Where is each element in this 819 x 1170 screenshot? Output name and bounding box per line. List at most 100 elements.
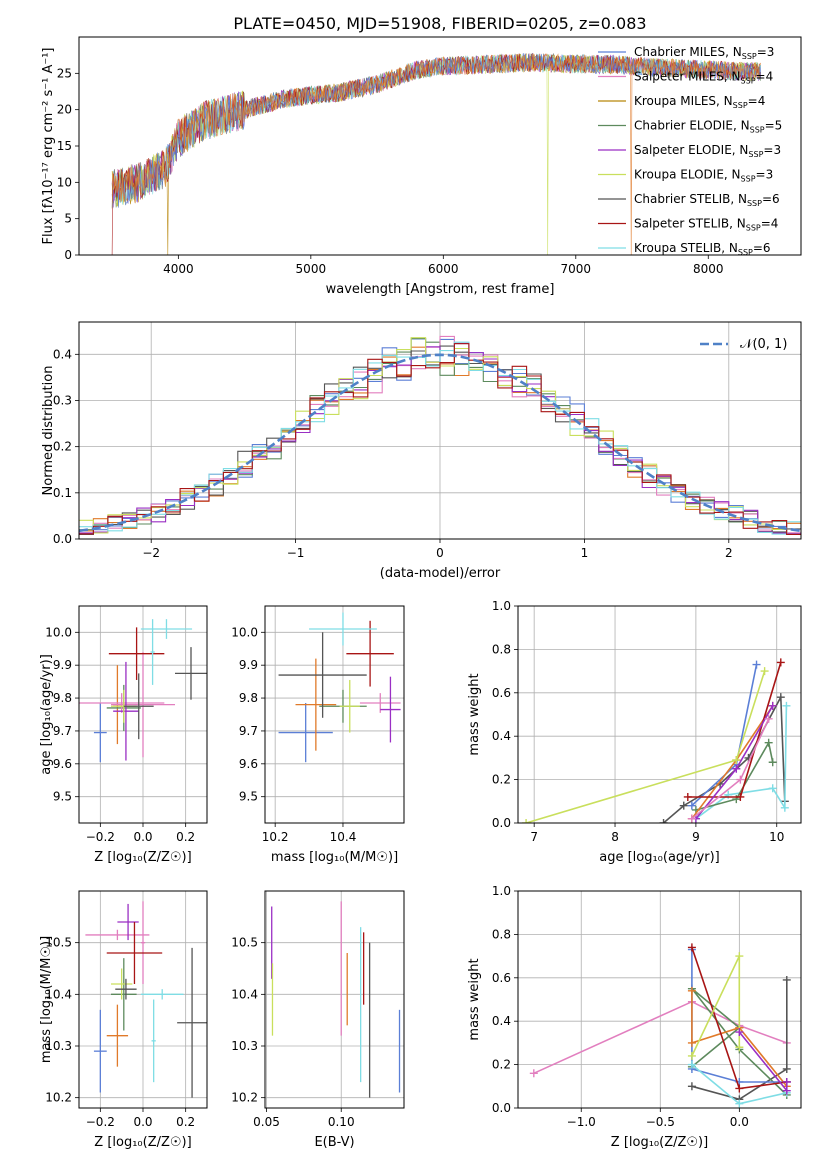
legend: 𝒩(0, 1) xyxy=(700,337,787,352)
legend-label: Kroupa ELODIE, N xyxy=(634,168,741,182)
legend-value: =4 xyxy=(748,94,766,108)
weight-marker xyxy=(735,1028,744,1037)
x-axis-label: (data-model)/error xyxy=(380,566,501,581)
y-tick-label: 10.0 xyxy=(45,625,72,639)
x-axis-label: Z [log₁₀(Z/Z☉)] xyxy=(611,1135,708,1150)
mass-vs-extinction-panel: 0.05 0.10 10.2 10.3 10.4 10.5 E(B-V) xyxy=(231,890,405,1150)
y-tick-label: 0.2 xyxy=(53,440,72,454)
y-tick-label: 0.4 xyxy=(53,347,72,361)
errorbar-point xyxy=(111,968,133,1000)
y-tick-label: 9.8 xyxy=(239,691,258,705)
x-tick-label: 0.0 xyxy=(133,830,152,844)
weight-marker xyxy=(768,758,777,767)
spectrum-series xyxy=(111,53,761,255)
weight-marker xyxy=(736,792,745,801)
y-tick-label: 0.6 xyxy=(492,971,511,985)
weight-marker xyxy=(687,1038,696,1047)
axes-frame xyxy=(78,605,208,824)
axes-frame xyxy=(517,890,802,1109)
mass-vs-metallicity-panel: −0.2 0.0 0.2 10.2 10.3 10.4 10.5 Z [log₁₀(Z/Z☉)… xyxy=(39,890,208,1150)
weight-marker xyxy=(782,701,791,710)
y-tick-label: 0.0 xyxy=(53,532,72,546)
legend-entry: Salpeter MILES, NSSP=4 xyxy=(598,70,773,86)
y-tick-label: 9.9 xyxy=(239,658,258,672)
weight-series xyxy=(687,660,761,810)
y-tick-label: 10.4 xyxy=(231,987,258,1001)
errorbar-point xyxy=(346,620,394,687)
x-tick-label: 7000 xyxy=(561,262,592,276)
legend-text: Kroupa STELIB, NSSP=6 xyxy=(634,241,771,257)
legend-text: Kroupa ELODIE, NSSP=3 xyxy=(634,168,773,184)
weight-series xyxy=(522,667,769,823)
x-tick-label: 10.2 xyxy=(262,830,289,844)
legend-subscript: SSP xyxy=(748,150,763,159)
axes-frame xyxy=(78,36,802,256)
plot-area xyxy=(271,901,401,1098)
grid xyxy=(79,891,207,1108)
weight-marker xyxy=(679,801,688,810)
weight-marker xyxy=(782,1064,791,1073)
weight-marker xyxy=(780,803,789,812)
x-tick-label: 0.0 xyxy=(730,1115,749,1129)
legend-subscript: SSP xyxy=(746,224,761,233)
errorbar-point xyxy=(150,619,155,685)
x-tick-label: 8000 xyxy=(693,262,724,276)
spectrum-panel: 4000 5000 6000 7000 8000 0 5 10 15 20 25 wavelength… xyxy=(41,36,802,297)
weight-line xyxy=(691,980,788,1101)
y-tick-label: 0.4 xyxy=(492,1014,511,1028)
y-tick-label: 15 xyxy=(57,139,72,153)
y-tick-label: 9.7 xyxy=(53,724,72,738)
x-tick-label: 5000 xyxy=(296,262,327,276)
y-tick-label: 0.2 xyxy=(492,773,511,787)
legend-value: =3 xyxy=(756,168,774,182)
y-tick-label: 9.6 xyxy=(239,757,258,771)
weight-marker xyxy=(768,701,777,710)
weight-line xyxy=(691,990,788,1087)
weight-marker xyxy=(687,1060,696,1069)
legend-value: =4 xyxy=(761,217,779,231)
x-tick-label: −0.5 xyxy=(646,1115,675,1129)
weight-series xyxy=(687,714,773,823)
axes-frame xyxy=(78,321,802,540)
errorbar-point xyxy=(175,647,207,700)
y-tick-label: 0.0 xyxy=(492,1101,511,1115)
legend-subscript: SSP xyxy=(742,52,757,61)
errorbar-point xyxy=(79,693,165,713)
x-axis-label: Z [log₁₀(Z/Z☉)] xyxy=(94,850,191,865)
legend-entry: Salpeter ELODIE, NSSP=3 xyxy=(598,143,781,159)
y-tick-label: 0.0 xyxy=(492,816,511,830)
weight-marker xyxy=(735,1043,744,1052)
errorbar-point xyxy=(115,978,137,1000)
weight-marker xyxy=(687,1051,696,1060)
y-tick-label: 9.5 xyxy=(239,790,258,804)
y-tick-label: 0.2 xyxy=(492,1058,511,1072)
y-tick-label: 10.3 xyxy=(45,1039,72,1053)
legend-text: Salpeter MILES, NSSP=4 xyxy=(634,70,773,86)
y-tick-label: 0 xyxy=(64,248,72,262)
weight-marker xyxy=(687,986,696,995)
weight-series xyxy=(687,952,744,1060)
age-vs-metallicity-panel: −0.2 0.0 0.2 9.5 9.6 9.7 9.8 9.9 10.0 Z [log₁₀(Z/… xyxy=(39,605,208,865)
legend-text: Chabrier MILES, NSSP=3 xyxy=(634,45,774,61)
y-tick-label: 9.6 xyxy=(53,757,72,771)
x-axis-label: age [log₁₀(age/yr)] xyxy=(599,850,720,865)
legend-subscript: SSP xyxy=(738,248,753,257)
weight-marker xyxy=(735,1099,744,1108)
y-tick-label: 10.2 xyxy=(45,1091,72,1105)
x-tick-label: 0.10 xyxy=(328,1115,355,1129)
weight-series xyxy=(659,693,789,823)
x-axis-label: wavelength [Angstrom, rest frame] xyxy=(326,282,555,297)
y-axis-label: mass weight xyxy=(467,958,482,1040)
errorbar-point xyxy=(93,1009,107,1093)
errorbar-point xyxy=(111,652,175,758)
x-tick-label: 6000 xyxy=(428,262,459,276)
legend-value: =6 xyxy=(753,241,771,255)
legend-entry: Salpeter STELIB, NSSP=4 xyxy=(598,217,778,233)
y-axis-label: Flux [fλ10⁻¹⁷ erg cm⁻² s⁻¹ A⁻¹] xyxy=(41,48,56,245)
plot-area xyxy=(79,619,207,763)
weight-marker xyxy=(732,764,741,773)
legend-text: Salpeter ELODIE, NSSP=3 xyxy=(634,143,781,159)
weight-marker xyxy=(735,1084,744,1093)
mass-weight-vs-age-panel: 7 8 9 10 0.0 0.2 0.4 0.6 0.8 1.0 age [log₁₀(age/yr… xyxy=(467,599,802,865)
y-tick-label: 0.8 xyxy=(492,642,511,656)
